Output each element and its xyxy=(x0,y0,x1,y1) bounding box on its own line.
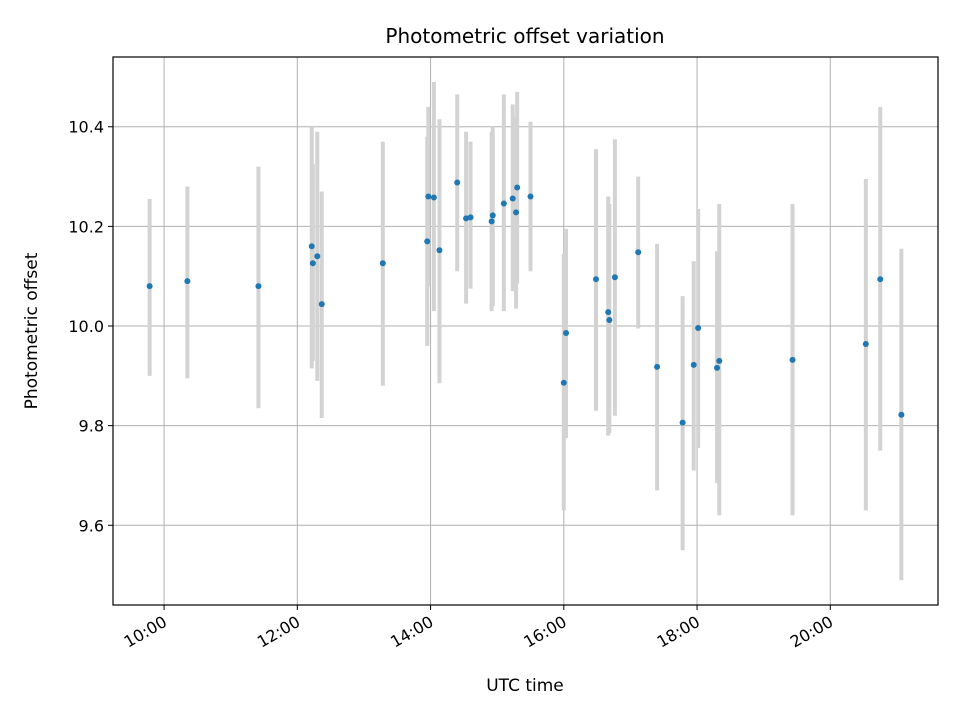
data-point xyxy=(314,253,321,260)
data-point xyxy=(514,184,521,191)
data-point xyxy=(611,274,618,281)
data-point xyxy=(425,193,432,200)
data-point xyxy=(436,247,443,254)
data-point xyxy=(877,276,884,283)
data-point xyxy=(714,364,721,371)
data-point xyxy=(716,357,723,364)
data-point xyxy=(690,361,697,368)
data-point xyxy=(635,249,642,256)
y-axis-label: Photometric offset xyxy=(22,252,42,409)
data-point xyxy=(593,276,600,283)
data-point xyxy=(509,195,516,202)
data-point xyxy=(146,283,153,290)
y-tick-label: 10.4 xyxy=(68,118,104,137)
data-point xyxy=(379,260,386,267)
data-point xyxy=(308,243,315,250)
data-point xyxy=(679,419,686,426)
x-axis-label: UTC time xyxy=(486,676,564,696)
data-points xyxy=(146,179,905,426)
plot-frame xyxy=(112,56,939,606)
y-tick-label: 9.6 xyxy=(79,516,104,535)
data-point xyxy=(789,356,796,363)
chart-title: Photometric offset variation xyxy=(385,24,664,48)
data-point xyxy=(488,218,495,225)
y-tick-label: 9.8 xyxy=(79,417,104,436)
data-point xyxy=(695,325,702,332)
data-point xyxy=(318,301,325,308)
y-tick-label: 10.2 xyxy=(68,217,104,236)
data-point xyxy=(489,212,496,219)
data-point xyxy=(654,363,661,370)
y-axis-ticks: 9.6 9.8 10.0 10.2 10.4 xyxy=(68,118,113,535)
data-point xyxy=(898,411,905,418)
data-point xyxy=(500,200,507,207)
data-point xyxy=(605,309,612,316)
data-point xyxy=(184,278,191,285)
data-point xyxy=(309,260,316,267)
data-point xyxy=(527,193,534,200)
data-point xyxy=(560,379,567,386)
gridlines xyxy=(113,57,938,605)
data-point xyxy=(430,194,437,201)
data-point xyxy=(454,179,461,186)
data-point xyxy=(563,329,570,336)
data-point xyxy=(424,238,431,245)
y-tick-label: 10.0 xyxy=(68,317,104,336)
plot-area xyxy=(113,57,938,605)
data-point xyxy=(255,283,262,290)
data-point xyxy=(606,317,613,324)
data-point xyxy=(862,340,869,347)
data-point xyxy=(513,209,520,216)
data-point xyxy=(467,214,474,221)
